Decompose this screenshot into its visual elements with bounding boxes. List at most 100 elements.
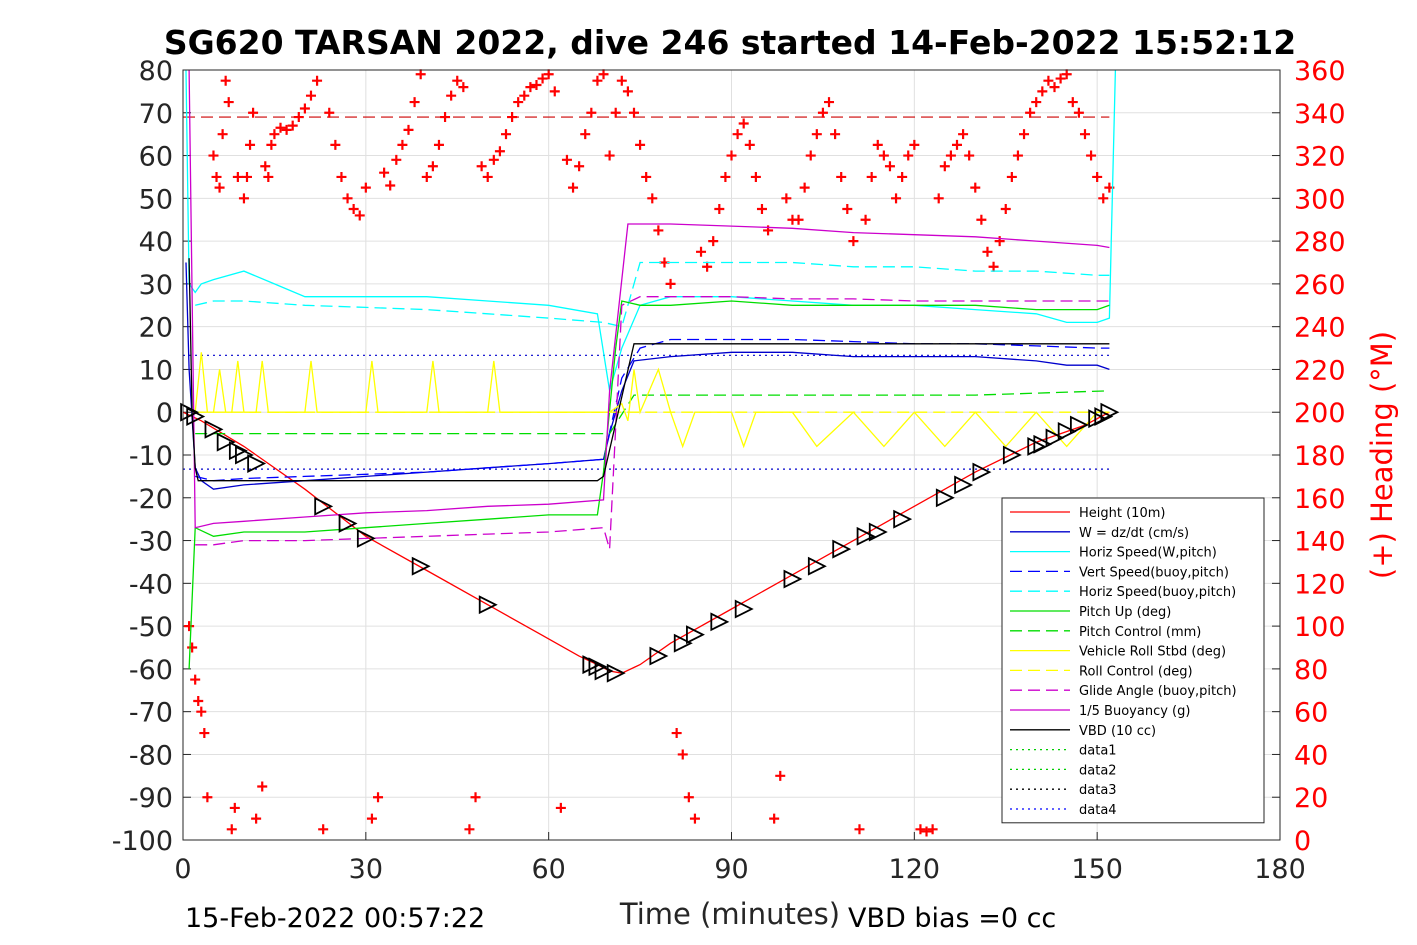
heading-point [214, 182, 225, 193]
legend-entry: W = dz/dt (cm/s) [1079, 526, 1189, 541]
heading-point [458, 82, 469, 93]
heading-point [248, 107, 259, 118]
heading-point [1079, 129, 1090, 140]
y-right-tick-label: 240 [1294, 313, 1346, 344]
x-tick-label: 30 [349, 854, 383, 885]
heading-point [446, 90, 457, 101]
heading-point [921, 826, 932, 837]
heading-point [245, 139, 256, 150]
legend-entry: Pitch Control (mm) [1079, 625, 1201, 640]
triangle-point [594, 661, 614, 681]
heading-point [1098, 193, 1109, 204]
heading-point [891, 193, 902, 204]
heading-point [945, 150, 956, 161]
heading-point [241, 171, 252, 182]
triangle-point [1069, 415, 1089, 435]
triangle-point [856, 526, 876, 546]
heading-point [415, 69, 426, 80]
x-tick-label: 0 [174, 854, 191, 885]
heading-point [1000, 204, 1011, 215]
triangle-point [972, 462, 992, 482]
y-tick-label: 70 [139, 99, 173, 130]
y-right-tick-label: 200 [1294, 398, 1346, 429]
heading-point [226, 824, 237, 835]
heading-point [622, 86, 633, 97]
heading-point [1067, 97, 1078, 108]
y-right-tick-label: 220 [1294, 355, 1346, 386]
legend-entry: data4 [1079, 803, 1117, 818]
heading-point [854, 824, 865, 835]
x-tick-labels: 0 30 60 90 120 150 180 [174, 854, 1305, 885]
heading-point [266, 139, 277, 150]
triangle-point [1057, 422, 1077, 441]
heading-point [1073, 107, 1084, 118]
heading-point [208, 150, 219, 161]
heading-point [1006, 171, 1017, 182]
heading-point [1025, 107, 1036, 118]
series-line [195, 261, 1110, 328]
heading-point [580, 129, 591, 140]
triangle-point [356, 528, 376, 548]
legend-entry: Vehicle Roll Stbd (deg) [1079, 645, 1226, 660]
legend-entry: Horiz Speed(W,pitch) [1079, 546, 1217, 561]
heading-point [970, 182, 981, 193]
triangle-markers [180, 402, 1120, 683]
heading-point [217, 129, 228, 140]
heading-point [281, 124, 292, 135]
series-line [188, 258, 1110, 482]
y-tick-label: 50 [139, 184, 173, 215]
legend: Height (10m) W = dz/dt (cm/s) Horiz Speed(… [1001, 497, 1265, 824]
heading-point [211, 171, 222, 182]
y-right-tick-label: 140 [1294, 527, 1346, 558]
heading-point [263, 171, 274, 182]
heading-point [726, 150, 737, 161]
heading-point [927, 824, 938, 835]
y-right-tick-label: 60 [1294, 698, 1328, 729]
chart-title: SG620 TARSAN 2022, dive 246 started 14-F… [164, 23, 1296, 62]
heading-point [561, 154, 572, 165]
heading-point [275, 122, 286, 133]
y-tick-label: -70 [129, 698, 173, 729]
y-tick-label: -90 [129, 783, 173, 814]
heading-point [373, 792, 384, 803]
heading-point [884, 161, 895, 172]
x-tick-label: 120 [889, 854, 941, 885]
y-right-tick-label: 280 [1294, 227, 1346, 258]
heading-point [683, 792, 694, 803]
triangle-point [649, 646, 669, 666]
heading-point [229, 802, 240, 813]
triangle-point [338, 513, 358, 533]
y-right-tick-label: 300 [1294, 184, 1346, 215]
heading-point [897, 171, 908, 182]
heading-point [1061, 69, 1072, 80]
x-tick-label: 90 [714, 854, 748, 885]
heading-point [982, 246, 993, 257]
legend-entry: Pitch Up (deg) [1079, 605, 1171, 620]
heading-point [312, 75, 323, 86]
series-line [188, 300, 1110, 669]
y-tick-label: -60 [129, 655, 173, 686]
legend-entry: Horiz Speed(buoy,pitch) [1079, 585, 1236, 600]
heading-point [720, 171, 731, 182]
heading-point [714, 204, 725, 215]
heading-point [574, 161, 585, 172]
y-tick-label: 0 [156, 398, 173, 429]
y-right-tick-label: 40 [1294, 740, 1328, 771]
y-tick-label: -30 [129, 527, 173, 558]
heading-point [287, 120, 298, 131]
heading-point [379, 167, 390, 178]
triangle-point [807, 556, 827, 576]
y-tick-label: 20 [139, 313, 173, 344]
triangle-point [734, 599, 754, 619]
heading-point [842, 204, 853, 215]
triangle-point [686, 625, 705, 645]
heading-point [1049, 82, 1060, 93]
heading-point [696, 246, 707, 257]
heading-point [507, 112, 518, 123]
heading-point [549, 86, 560, 97]
legend-entry: data3 [1079, 783, 1117, 798]
heading-point [336, 171, 347, 182]
triangle-point [588, 657, 608, 677]
heading-point [964, 150, 975, 161]
